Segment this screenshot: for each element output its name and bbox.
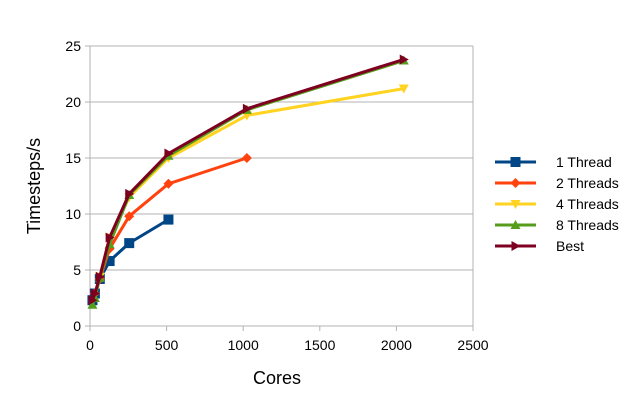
legend-item-1-thread: 1 Thread (495, 154, 612, 170)
data-point-best (125, 188, 135, 199)
data-point-best (164, 148, 174, 159)
legend-label: 8 Threads (556, 217, 619, 233)
data-point-1-thread (163, 214, 174, 225)
x-axis-title: Cores (253, 368, 301, 388)
legend-label: 1 Thread (556, 154, 612, 170)
x-tick-label: 500 (155, 337, 179, 353)
legend-item-best: Best (495, 238, 584, 254)
x-tick-label: 1000 (228, 337, 259, 353)
data-point-best (105, 232, 115, 243)
data-point-best (242, 103, 252, 114)
x-tick-label: 2500 (457, 337, 488, 353)
y-tick-label: 20 (65, 94, 81, 110)
series-line-4-threads (98, 87, 405, 278)
legend-swatch-marker (510, 157, 521, 167)
gridlines (90, 45, 473, 327)
legend-swatch-marker (511, 241, 521, 251)
series-1-thread (87, 214, 174, 306)
series-best (88, 54, 409, 306)
data-point-1-thread (104, 256, 115, 267)
series-line-best (91, 57, 405, 301)
legend-label: 4 Threads (556, 196, 619, 212)
x-tick-label: 2000 (381, 337, 412, 353)
legend-item-2-threads: 2 Threads (495, 175, 619, 191)
data-point-8-threads (87, 299, 98, 309)
y-tick-label: 10 (65, 206, 81, 222)
legend-swatch-marker (510, 200, 521, 209)
data-point-2-threads (241, 153, 252, 163)
y-axis-ticks: 0 5 10 15 20 25 (65, 38, 90, 334)
legend-label: 2 Threads (556, 175, 619, 191)
data-point-best (90, 288, 100, 299)
legend-item-8-threads: 8 Threads (495, 217, 619, 233)
y-tick-label: 25 (65, 38, 81, 54)
y-tick-label: 0 (73, 318, 81, 334)
data-point-1-thread (124, 238, 135, 249)
legend-item-4-threads: 4 Threads (495, 196, 619, 212)
data-point-best (88, 295, 98, 306)
y-axis-title: Timesteps/s (24, 138, 44, 234)
data-point-best (95, 271, 105, 282)
x-tick-label: 1500 (304, 337, 335, 353)
data-point-best (399, 54, 409, 65)
y-tick-label: 5 (73, 262, 81, 278)
y-tick-label: 15 (65, 150, 81, 166)
data-point-2-threads (124, 211, 135, 222)
data-point-2-threads (163, 178, 174, 189)
series-layer (87, 54, 409, 309)
x-axis-ticks: 0 500 1000 1500 2000 2500 (86, 326, 489, 353)
legend-swatch-marker (510, 178, 521, 188)
legend: 1 Thread 2 Threads 4 Threads 8 Threads Best (495, 154, 619, 254)
plot-frame (89, 46, 474, 327)
x-tick-label: 0 (86, 337, 94, 353)
legend-swatch-marker (510, 220, 521, 229)
series-8-threads (87, 55, 409, 309)
legend-label: Best (556, 238, 584, 254)
data-point-4-threads (398, 84, 409, 94)
